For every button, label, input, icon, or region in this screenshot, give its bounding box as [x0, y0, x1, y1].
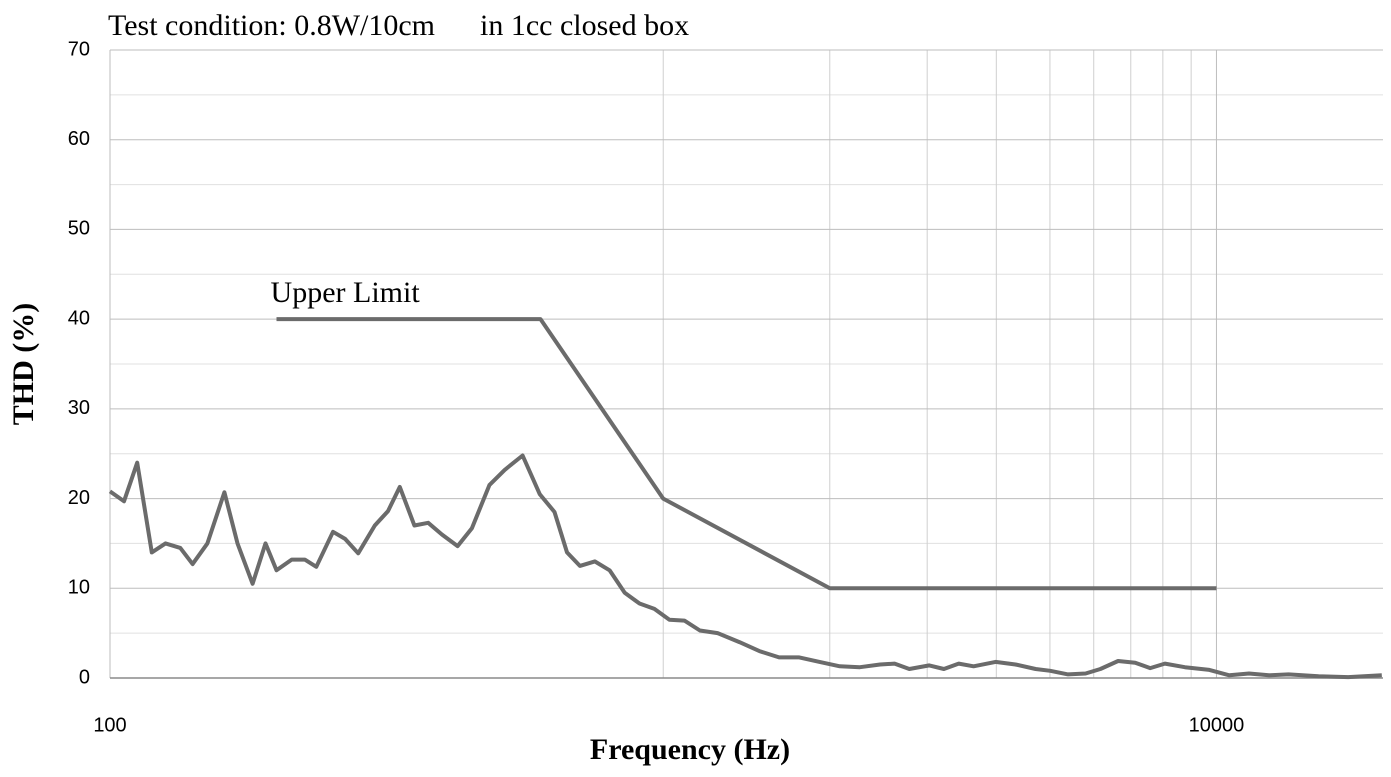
y-tick-label: 60 — [68, 128, 90, 150]
y-tick-label: 10 — [68, 577, 90, 599]
y-tick-label: 30 — [68, 397, 90, 419]
y-tick-label: 0 — [79, 666, 90, 688]
data-line — [108, 453, 1382, 680]
chart-title: Test condition: 0.8W/10cm in 1cc closed … — [108, 9, 689, 42]
data-line — [276, 317, 1217, 591]
y-tick-label: 70 — [68, 38, 90, 60]
y-tick-label: 50 — [68, 218, 90, 240]
x-tick-label: 10000 — [1189, 714, 1245, 736]
x-axis-label: Frequency (Hz) — [590, 733, 790, 766]
y-tick-label: 20 — [68, 487, 90, 509]
y-tick-label: 40 — [68, 307, 90, 329]
x-tick-label: 100 — [93, 714, 126, 736]
y-axis-label: THD (%) — [7, 303, 40, 426]
line-annotation: Upper Limit — [271, 276, 421, 309]
